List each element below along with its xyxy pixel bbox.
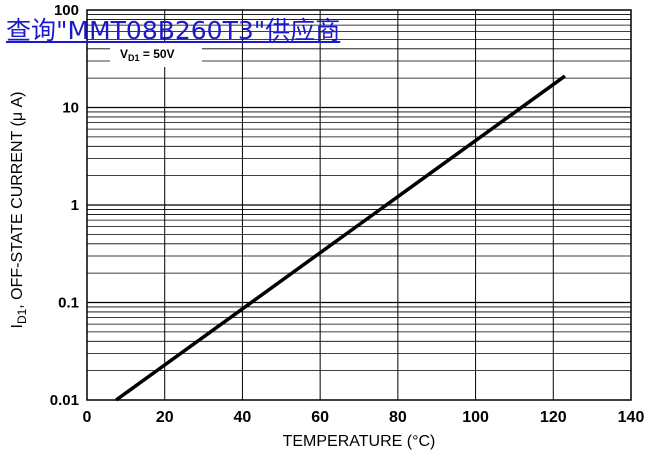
x-tick-label: 140: [618, 409, 645, 426]
y-tick-label: 0.1: [58, 295, 79, 312]
x-axis-title: TEMPERATURE (°C): [283, 433, 436, 450]
annotation-label: VD1 = 50V: [120, 47, 175, 63]
annotation-background: [110, 43, 202, 67]
x-tick-label: 100: [462, 409, 489, 426]
x-tick-label: 0: [83, 409, 92, 426]
y-tick-label: 100: [54, 2, 79, 19]
major-gridlines: [87, 10, 631, 400]
x-tick-label: 20: [156, 409, 174, 426]
annotation-sub: D1: [128, 53, 140, 63]
y-axis-title-sub: D1: [15, 308, 29, 324]
vd1-annotation: VD1 = 50V: [110, 43, 202, 67]
supplier-query-link[interactable]: 查询"MMT08B260T3"供应商: [6, 16, 341, 45]
y-tick-label: 1: [71, 197, 79, 214]
y-axis-title-main: I: [9, 324, 26, 328]
x-tick-label: 60: [311, 409, 329, 426]
annotation-main: V: [120, 47, 128, 61]
x-tick-labels: 0 20 40 60 80 100 120 140: [83, 409, 645, 426]
y-axis-title-rest: , OFF-STATE CURRENT (μ A): [9, 91, 26, 308]
minor-gridlines: [87, 14, 631, 372]
series-layer: [115, 74, 566, 402]
y-tick-label: 10: [62, 100, 79, 117]
plot-area-border: [86, 9, 632, 401]
x-tick-label: 40: [234, 409, 252, 426]
x-tick-label: 80: [389, 409, 407, 426]
annotation-rest: = 50V: [140, 47, 175, 61]
off-state-current-line: [115, 74, 566, 402]
x-tick-label: 120: [540, 409, 567, 426]
y-tick-label: 0.01: [50, 392, 79, 409]
y-axis-title: ID1, OFF-STATE CURRENT (μ A): [9, 91, 29, 328]
y-tick-labels: 0.01 0.1 1 10 100: [50, 2, 79, 409]
